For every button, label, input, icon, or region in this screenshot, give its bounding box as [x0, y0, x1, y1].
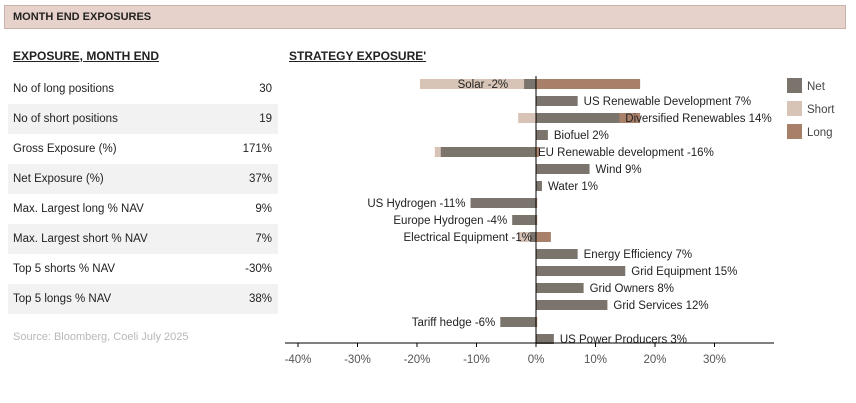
source-note: Source: Bloomberg, Coeli July 2025: [13, 331, 189, 343]
bar-label: Wind 9%: [596, 164, 642, 176]
legend-label: Long: [807, 127, 833, 139]
table-row: No of short positions 19: [8, 104, 278, 134]
row-value: -30%: [245, 263, 272, 275]
bar-net: [440, 147, 536, 157]
legend-swatch-short: [787, 101, 802, 116]
legend-swatch-long: [787, 124, 802, 139]
chart-title: STRATEGY EXPOSURE': [289, 49, 427, 63]
bar-label: Grid Equipment 15%: [631, 266, 737, 278]
x-tick-label: 20%: [643, 354, 666, 366]
bar-net: [536, 334, 554, 344]
bar-long: [536, 317, 538, 327]
row-value: 19: [259, 113, 272, 125]
row-label: Top 5 shorts % NAV: [13, 263, 116, 275]
row-label: Max. Largest long % NAV: [13, 203, 144, 215]
bar-net: [536, 130, 548, 140]
row-label: Top 5 longs % NAV: [13, 293, 112, 305]
section-header: MONTH END EXPOSURES: [4, 5, 846, 29]
bar-label: US Renewable Development 7%: [584, 96, 751, 108]
bar-label: Biofuel 2%: [554, 130, 609, 142]
bar-label: Grid Services 12%: [613, 300, 708, 312]
bar-label: Solar -2%: [458, 79, 509, 91]
bar-label: Europe Hydrogen -4%: [393, 215, 507, 227]
bar-label: US Power Producers 3%: [560, 334, 687, 346]
bar-label: Tariff hedge -6%: [412, 317, 496, 329]
table-row: Gross Exposure (%) 171%: [8, 134, 278, 164]
bar-label: Diversified Renewables 14%: [625, 113, 771, 125]
x-tick-label: 10%: [584, 354, 607, 366]
bar-net: [536, 113, 620, 123]
bar-short: [419, 79, 536, 89]
row-value: 9%: [255, 203, 272, 215]
row-value: 38%: [248, 293, 272, 305]
bar-net: [512, 215, 536, 225]
row-label: Max. Largest short % NAV: [13, 233, 148, 245]
table-row: Max. Largest short % NAV 7%: [8, 224, 278, 254]
bar-net: [536, 164, 590, 174]
bar-net: [536, 96, 578, 106]
table-row: Top 5 shorts % NAV -30%: [8, 254, 278, 284]
row-label: Net Exposure (%): [13, 173, 104, 185]
bar-long: [536, 232, 551, 242]
bar-net: [524, 79, 536, 89]
bar-net: [536, 300, 608, 310]
row-value: 171%: [242, 143, 272, 155]
bar-long: [536, 215, 538, 225]
bar-net: [536, 249, 578, 259]
bar-label: Energy Efficiency 7%: [584, 249, 692, 261]
bar-label: Grid Owners 8%: [590, 283, 674, 295]
bar-label: US Hydrogen -11%: [367, 198, 465, 210]
table-row: No of long positions 30: [8, 74, 278, 104]
row-label: Gross Exposure (%): [13, 143, 117, 155]
table-row: Max. Largest long % NAV 9%: [8, 194, 278, 224]
x-tick-label: -10%: [463, 354, 490, 366]
x-tick-label: 0%: [528, 354, 545, 366]
row-label: No of short positions: [13, 113, 118, 125]
x-tick-label: -40%: [285, 354, 312, 366]
x-tick-label: 30%: [703, 354, 726, 366]
bar-net: [470, 198, 536, 208]
bar-net: [530, 232, 536, 242]
x-tick-label: -30%: [344, 354, 371, 366]
legend-label: Net: [807, 81, 826, 93]
bar-net: [500, 317, 536, 327]
bar-net: [536, 266, 626, 276]
exposure-title: EXPOSURE, MONTH END: [13, 49, 160, 63]
bar-net: [536, 283, 584, 293]
bar-long: [536, 198, 538, 208]
row-value: 30: [259, 83, 272, 95]
row-label: No of long positions: [13, 83, 115, 95]
bar-short: [518, 113, 536, 123]
row-value: 37%: [248, 173, 272, 185]
bar-label: Water 1%: [548, 181, 598, 193]
bar-net: [536, 181, 542, 191]
row-value: 7%: [255, 233, 272, 245]
bar-label: EU Renewable development -16%: [538, 147, 714, 159]
legend-label: Short: [807, 104, 835, 116]
table-row: Top 5 longs % NAV 38%: [8, 284, 278, 314]
exposure-table: No of long positions 30 No of short positi…: [8, 74, 278, 314]
bar-short: [518, 232, 536, 242]
table-row: Net Exposure (%) 37%: [8, 164, 278, 194]
bar-long: [536, 79, 641, 89]
bar-label: Electrical Equipment -1%: [404, 232, 532, 244]
x-tick-label: -20%: [404, 354, 431, 366]
legend-swatch-net: [787, 78, 802, 93]
bar-long: [536, 147, 539, 157]
